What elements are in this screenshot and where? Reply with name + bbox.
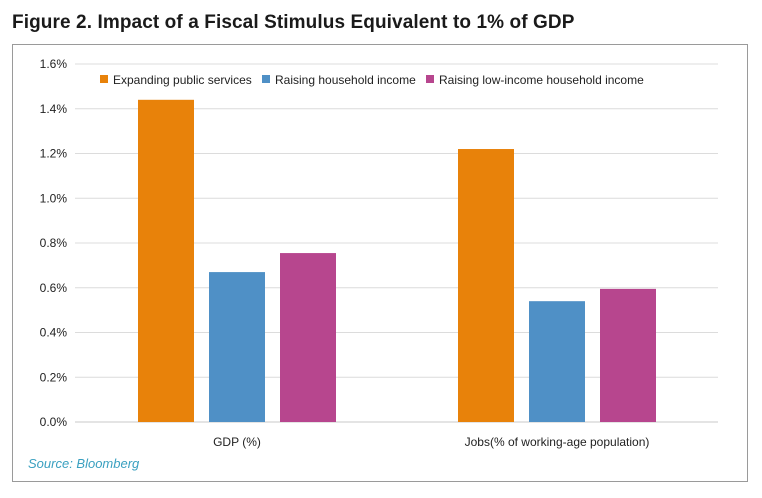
bar-raising-low-income-household-income-1 bbox=[600, 288, 656, 422]
y-tick-label: 1.0% bbox=[40, 191, 68, 205]
y-tick-label: 0.8% bbox=[40, 236, 68, 250]
bar-raising-household-income-0 bbox=[209, 272, 265, 422]
legend-swatch bbox=[426, 75, 434, 83]
bar-raising-household-income-1 bbox=[529, 301, 585, 422]
legend: Expanding public services Raising househo… bbox=[100, 73, 644, 87]
y-tick-label: 0.4% bbox=[40, 326, 68, 340]
bar-expanding-public-services-1 bbox=[458, 149, 514, 422]
bar-raising-low-income-household-income-0 bbox=[280, 253, 336, 422]
y-tick-label: 0.6% bbox=[40, 281, 68, 295]
x-axis-categories: GDP (%) Jobs(% of working-age population) bbox=[213, 435, 649, 449]
y-tick-label: 1.4% bbox=[40, 102, 68, 116]
legend-swatch bbox=[262, 75, 270, 83]
legend-swatch bbox=[100, 75, 108, 83]
legend-label: Expanding public services bbox=[113, 73, 252, 87]
bar-expanding-public-services-0 bbox=[138, 99, 194, 423]
x-category-label: Jobs(% of working-age population) bbox=[465, 435, 650, 449]
y-tick-label: 1.6% bbox=[40, 57, 68, 71]
y-axis-ticks: 0.0% 0.2% 0.4% 0.6% 0.8% 1.0% 1.2% 1.4% 1.6% bbox=[40, 57, 68, 429]
x-category-label: GDP (%) bbox=[213, 435, 261, 449]
y-tick-label: 0.2% bbox=[40, 370, 68, 384]
legend-label: Raising low-income household income bbox=[439, 73, 644, 87]
y-tick-label: 0.0% bbox=[40, 415, 68, 429]
bars bbox=[138, 99, 656, 423]
y-tick-label: 1.2% bbox=[40, 147, 68, 161]
figure-title: Figure 2. Impact of a Fiscal Stimulus Eq… bbox=[12, 12, 575, 33]
source-note: Source: Bloomberg bbox=[28, 456, 140, 471]
legend-label: Raising household income bbox=[275, 73, 416, 87]
